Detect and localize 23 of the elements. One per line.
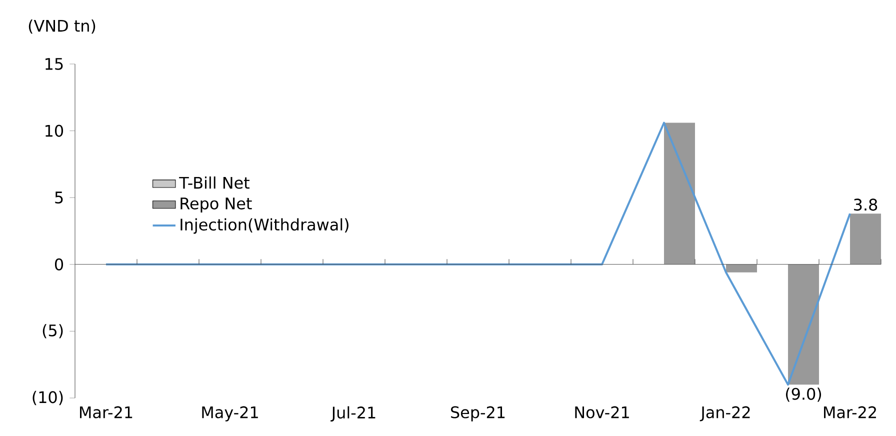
- y-tick-label: 5: [55, 192, 63, 204]
- y-tick-label: 15: [46, 58, 63, 70]
- y-tick-label: (5): [42, 324, 63, 338]
- x-tick-label: Jan-22: [700, 406, 750, 422]
- data-label: (9.0): [786, 388, 822, 402]
- bar: [664, 122, 696, 264]
- x-tick-label: Nov-21: [575, 406, 629, 418]
- bar: [788, 264, 820, 385]
- y-axis-title: (VND tn): [28, 19, 96, 34]
- x-tick-label: May-21: [202, 406, 258, 422]
- x-tick-label: Mar-22: [824, 406, 876, 418]
- legend-label: Repo Net: [180, 198, 252, 213]
- legend-label: T-Bill Net: [179, 176, 250, 189]
- y-tick-label: (10): [32, 390, 63, 406]
- x-tick-label: Mar-21: [80, 406, 132, 418]
- legend-label: Injection(Withdrawal): [180, 218, 348, 234]
- bar: [726, 264, 758, 272]
- x-tick-label: Jul-21: [330, 406, 376, 422]
- y-tick-label: 10: [46, 124, 64, 137]
- y-tick-label: 0: [54, 258, 64, 270]
- x-tick-label: Sep-21: [451, 406, 505, 422]
- bar: [850, 214, 882, 264]
- data-label: 3.8: [854, 198, 878, 211]
